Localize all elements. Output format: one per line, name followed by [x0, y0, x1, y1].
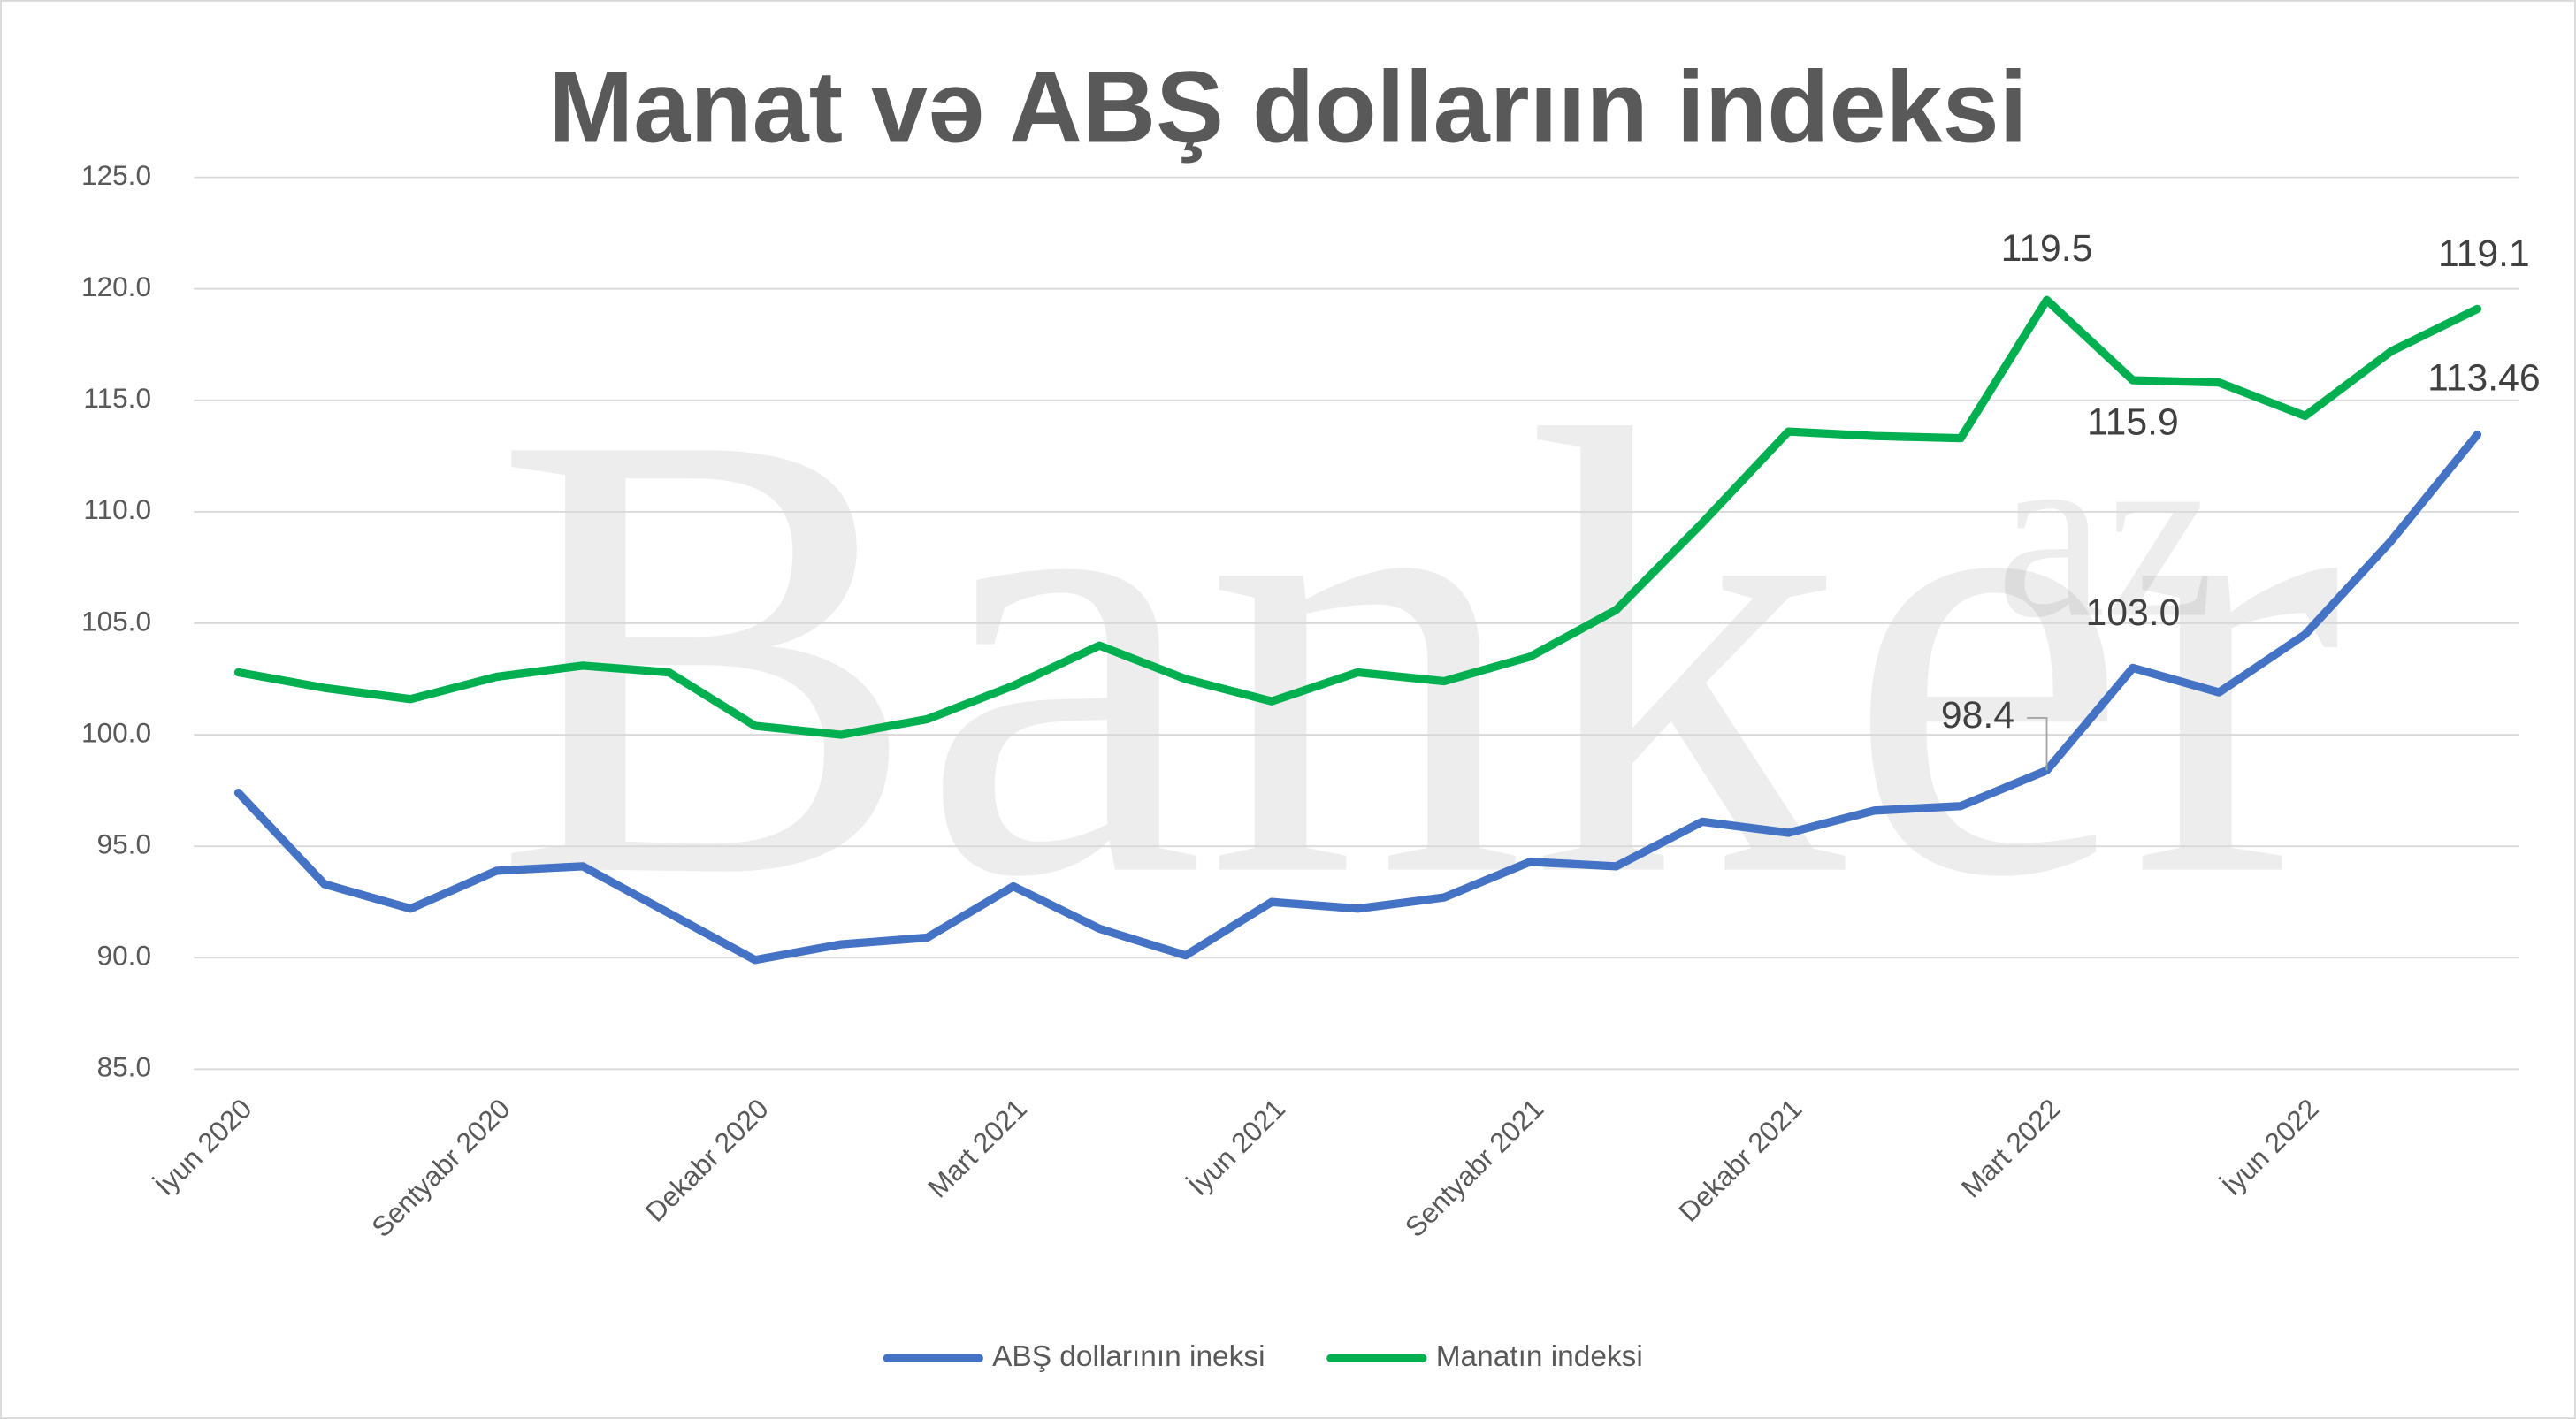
y-tick-label: 115.0 — [83, 382, 151, 414]
watermark: Banker — [493, 299, 2343, 1009]
legend-label: ABŞ dollarının ineksi — [992, 1340, 1265, 1373]
chart-title: Manat və ABŞ dollarıın indeksi — [548, 50, 2027, 164]
series-line — [233, 295, 2482, 739]
y-tick-label: 100.0 — [81, 716, 151, 748]
data-label: 115.9 — [2087, 401, 2179, 444]
y-tick-label: 85.0 — [97, 1051, 151, 1083]
legend-label: Manatın indeksi — [1436, 1340, 1643, 1373]
data-label: 98.4 — [1941, 694, 2014, 736]
y-tick-label: 105.0 — [81, 605, 151, 637]
data-label: 113.46 — [2427, 357, 2541, 400]
label-leader — [2027, 717, 2048, 771]
data-label: 119.5 — [2001, 227, 2093, 270]
y-tick-label: 120.0 — [81, 271, 151, 302]
data-label: 103.0 — [2085, 591, 2180, 634]
data-label: 119.1 — [2438, 233, 2530, 275]
series-line — [233, 430, 2482, 965]
y-tick-label: 90.0 — [97, 940, 151, 972]
y-tick-label: 125.0 — [81, 159, 151, 191]
y-tick-label: 110.0 — [83, 493, 151, 525]
y-tick-label: 95.0 — [97, 828, 151, 859]
